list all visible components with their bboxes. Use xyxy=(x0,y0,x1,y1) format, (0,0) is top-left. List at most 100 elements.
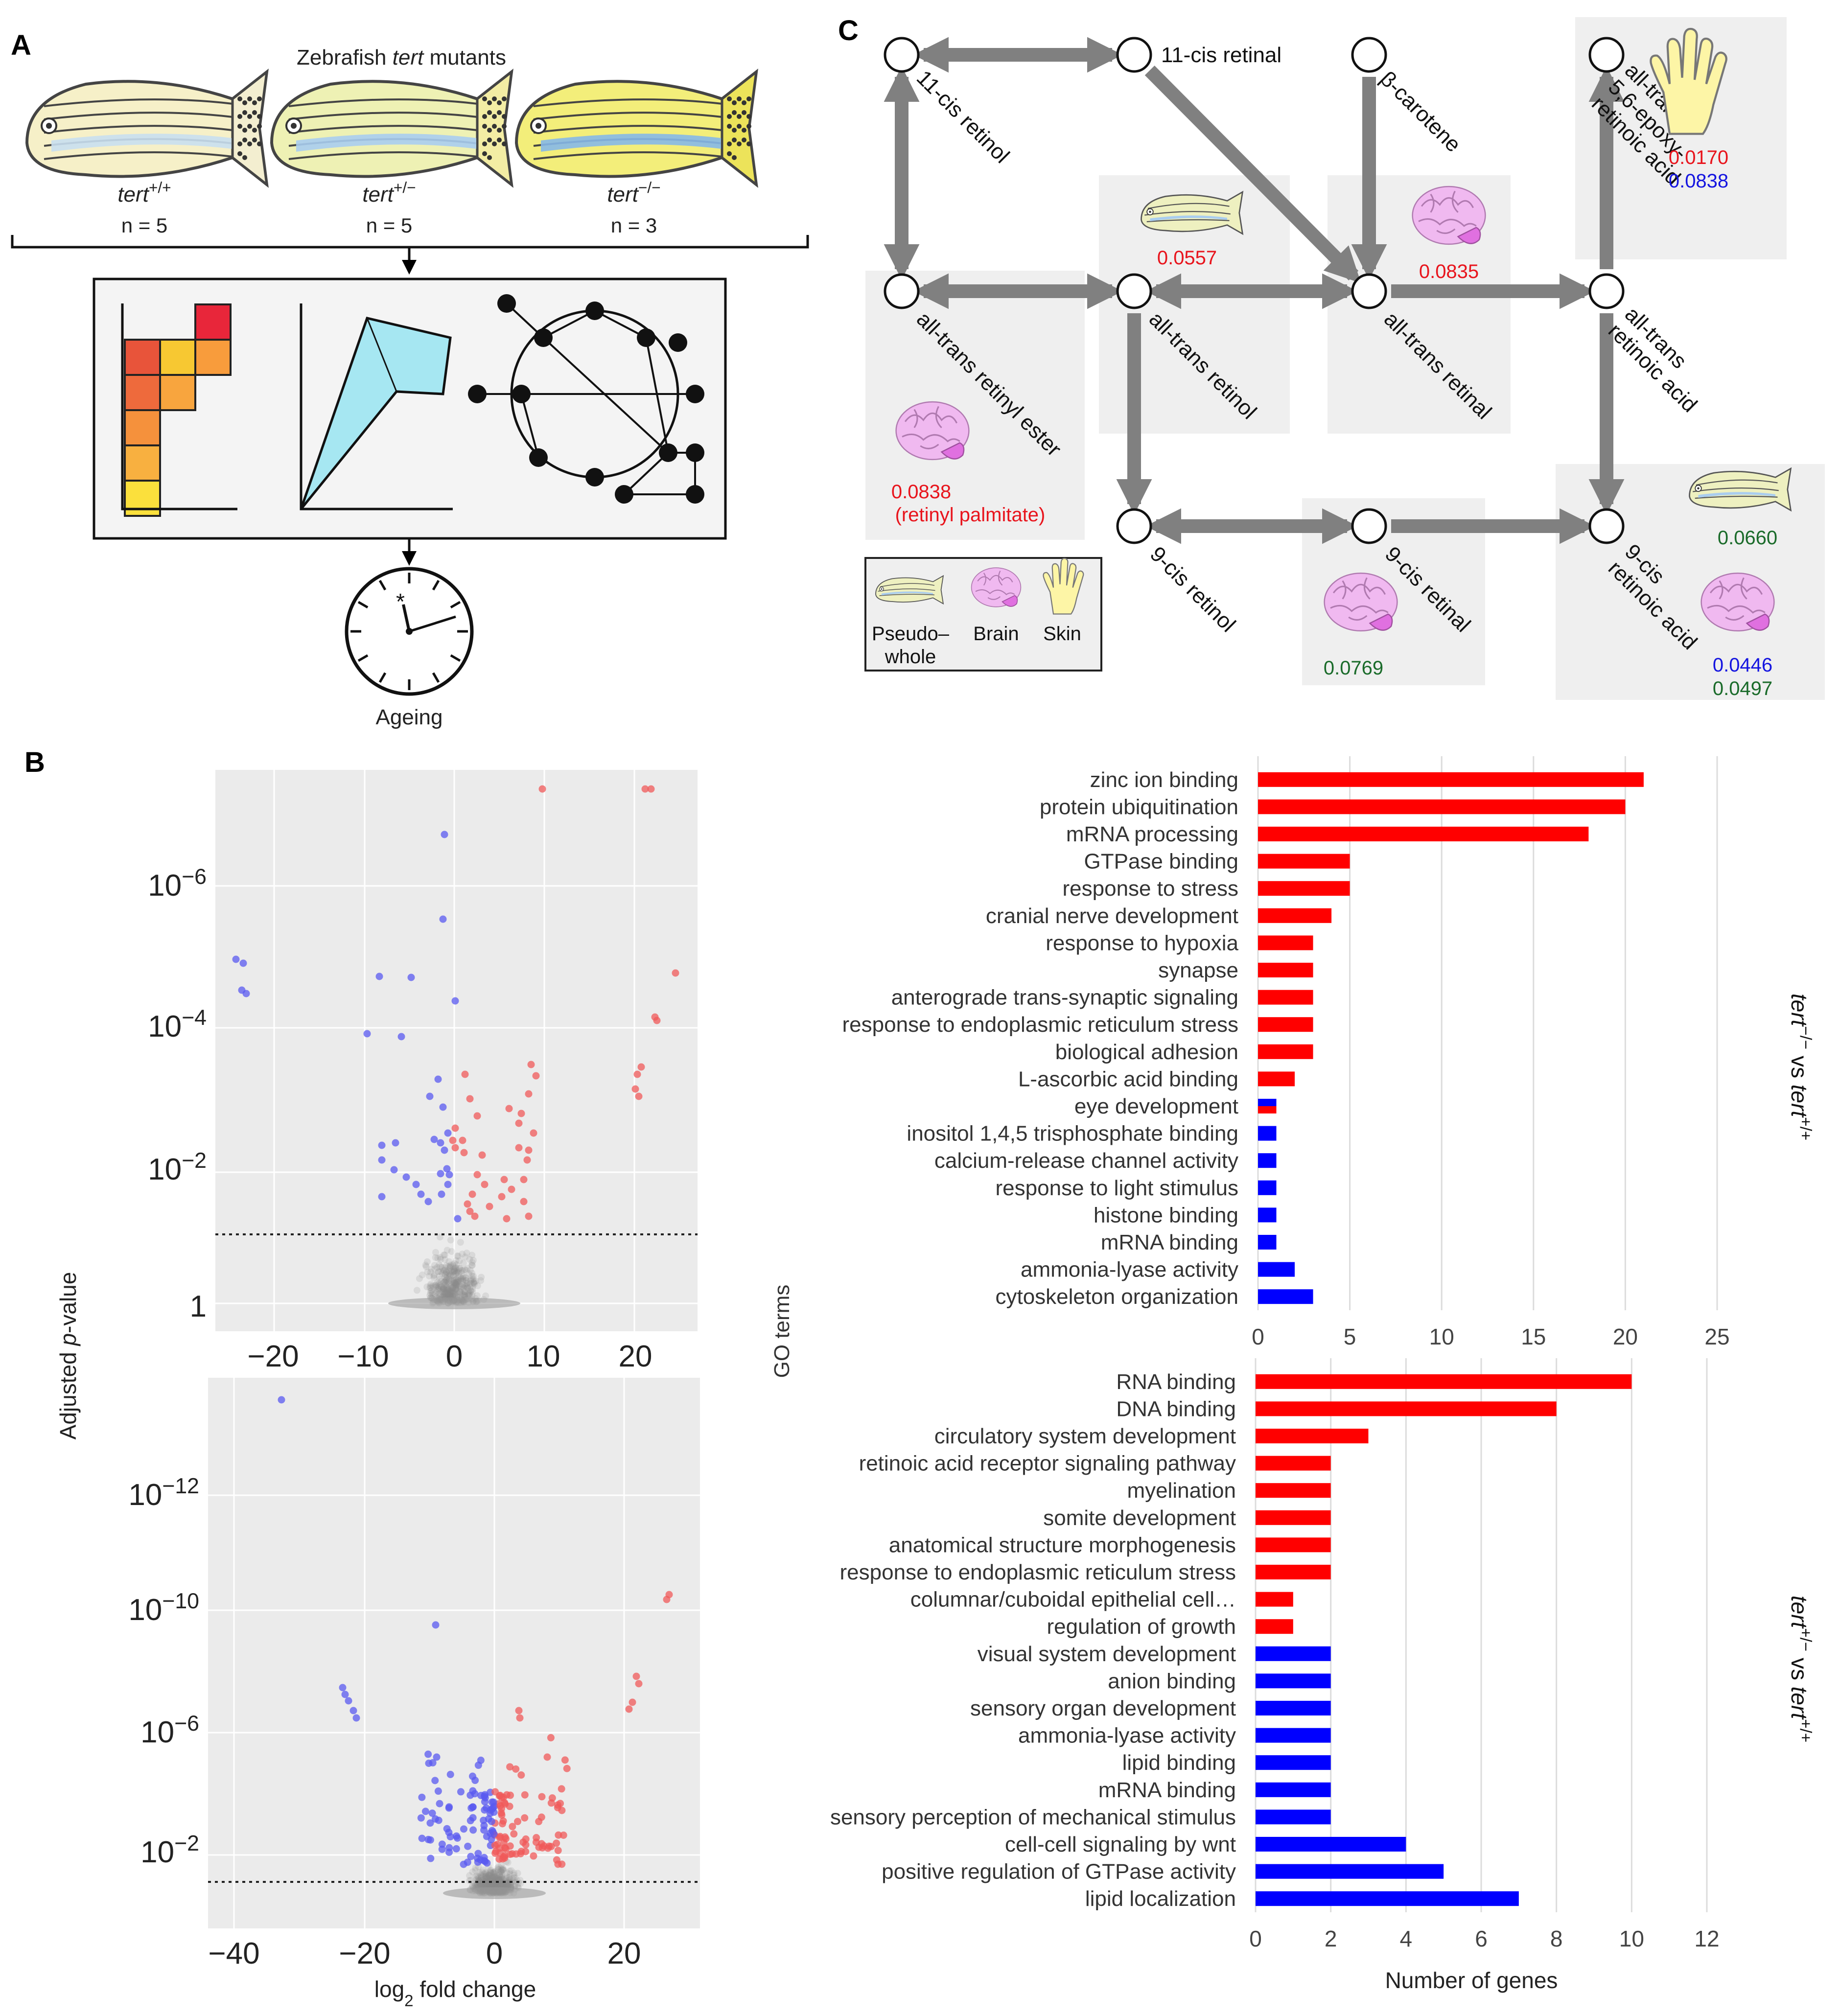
bar-up xyxy=(1258,1044,1313,1059)
point-upregulated xyxy=(672,969,679,977)
point-not-significant xyxy=(488,1869,495,1876)
point-upregulated xyxy=(498,1820,506,1828)
sample-size-label: n = 5 xyxy=(121,214,168,237)
point-not-significant xyxy=(438,1283,445,1291)
fish-spot xyxy=(487,155,492,160)
point-not-significant xyxy=(482,1878,489,1885)
point-upregulated xyxy=(538,1793,546,1801)
brain-icon xyxy=(1324,572,1398,632)
point-not-significant xyxy=(453,1278,461,1286)
point-not-significant xyxy=(456,1288,463,1296)
point-not-significant xyxy=(492,1874,500,1881)
point-not-significant xyxy=(493,1876,501,1883)
point-not-significant xyxy=(499,1865,507,1872)
point-upregulated xyxy=(527,1061,535,1068)
bar-up xyxy=(1256,1510,1331,1525)
point-not-significant xyxy=(504,1879,512,1887)
point-not-significant xyxy=(486,1869,493,1876)
point-upregulated xyxy=(505,1105,513,1112)
point-not-significant xyxy=(433,1289,440,1296)
point-not-significant xyxy=(468,1262,476,1269)
fish-spot xyxy=(502,141,507,146)
point-downregulated xyxy=(407,973,415,981)
x-tick-label: 0 xyxy=(1252,1324,1264,1349)
x-tick-label: 2 xyxy=(1325,1926,1337,1951)
point-not-significant xyxy=(457,1283,464,1290)
point-not-significant xyxy=(432,1254,439,1261)
network-node xyxy=(637,328,655,347)
point-not-significant xyxy=(437,1254,444,1261)
point-not-significant xyxy=(476,1878,483,1885)
point-not-significant xyxy=(456,1273,463,1280)
point-not-significant xyxy=(484,1875,491,1882)
p-value-label: 0.0557 xyxy=(1157,247,1217,269)
y-tick-label: 1 xyxy=(190,1290,207,1323)
point-not-significant xyxy=(471,1280,478,1288)
point-not-significant xyxy=(442,1276,449,1284)
point-not-significant xyxy=(506,1874,513,1881)
point-not-significant xyxy=(446,1264,454,1271)
bar-up xyxy=(1258,799,1626,814)
clock-minute-hand xyxy=(409,615,456,633)
point-not-significant xyxy=(463,1279,470,1287)
point-downregulated xyxy=(490,1803,498,1810)
bar-down xyxy=(1258,1262,1295,1277)
point-downregulated xyxy=(488,1818,495,1826)
point-not-significant xyxy=(432,1249,440,1256)
point-not-significant xyxy=(450,1289,458,1296)
point-upregulated xyxy=(665,1591,673,1599)
point-not-significant xyxy=(481,1882,488,1889)
point-not-significant xyxy=(446,1287,453,1295)
bar-down xyxy=(1258,1235,1277,1250)
point-not-significant xyxy=(483,1881,490,1888)
point-not-significant xyxy=(493,1875,501,1882)
heatmap-cell xyxy=(159,374,196,411)
point-not-significant xyxy=(486,1875,493,1882)
point-not-significant xyxy=(445,1277,452,1285)
point-not-significant xyxy=(442,1286,449,1293)
point-not-significant xyxy=(445,1270,453,1277)
clock-tick xyxy=(378,579,387,591)
fish-spot xyxy=(487,128,492,133)
point-not-significant xyxy=(450,1283,458,1291)
metabolite-node xyxy=(1351,273,1387,309)
point-downregulated xyxy=(352,1714,360,1722)
point-downregulated xyxy=(441,831,448,838)
point-not-significant xyxy=(468,1292,476,1299)
point-downregulated xyxy=(424,1198,432,1205)
point-not-significant xyxy=(447,1283,455,1290)
point-downregulated xyxy=(468,1772,476,1780)
point-not-significant xyxy=(486,1872,493,1879)
point-not-significant xyxy=(489,1869,497,1877)
point-downregulated xyxy=(378,1193,386,1201)
point-not-significant xyxy=(487,1872,494,1879)
point-not-significant xyxy=(443,1282,450,1290)
sample-size-label: n = 5 xyxy=(366,214,413,237)
point-not-significant xyxy=(443,1284,451,1292)
point-upregulated xyxy=(633,1070,641,1078)
fish-illustration xyxy=(25,69,269,188)
point-not-significant xyxy=(440,1291,447,1298)
point-not-significant xyxy=(453,1269,460,1276)
point-not-significant xyxy=(463,1282,470,1289)
point-not-significant xyxy=(434,1278,441,1286)
panel-label-a: A xyxy=(11,29,31,61)
point-not-significant xyxy=(441,1289,448,1297)
point-downregulated xyxy=(425,1760,433,1767)
point-not-significant xyxy=(429,1291,436,1298)
point-not-significant xyxy=(464,1284,471,1292)
clock-tick xyxy=(432,672,440,683)
point-not-significant xyxy=(430,1283,437,1291)
network-node xyxy=(585,468,604,487)
point-downregulated xyxy=(436,1800,443,1807)
point-not-significant xyxy=(413,1287,420,1294)
category-label: positive regulation of GTPase activity xyxy=(882,1860,1236,1884)
point-not-significant xyxy=(473,1872,480,1879)
metabolite-node xyxy=(1588,37,1625,73)
point-upregulated xyxy=(563,1764,571,1772)
point-not-significant xyxy=(461,1282,468,1289)
point-not-significant xyxy=(456,1289,464,1297)
point-not-significant xyxy=(431,1290,439,1298)
point-not-significant xyxy=(496,1873,504,1880)
point-not-significant xyxy=(429,1282,437,1289)
